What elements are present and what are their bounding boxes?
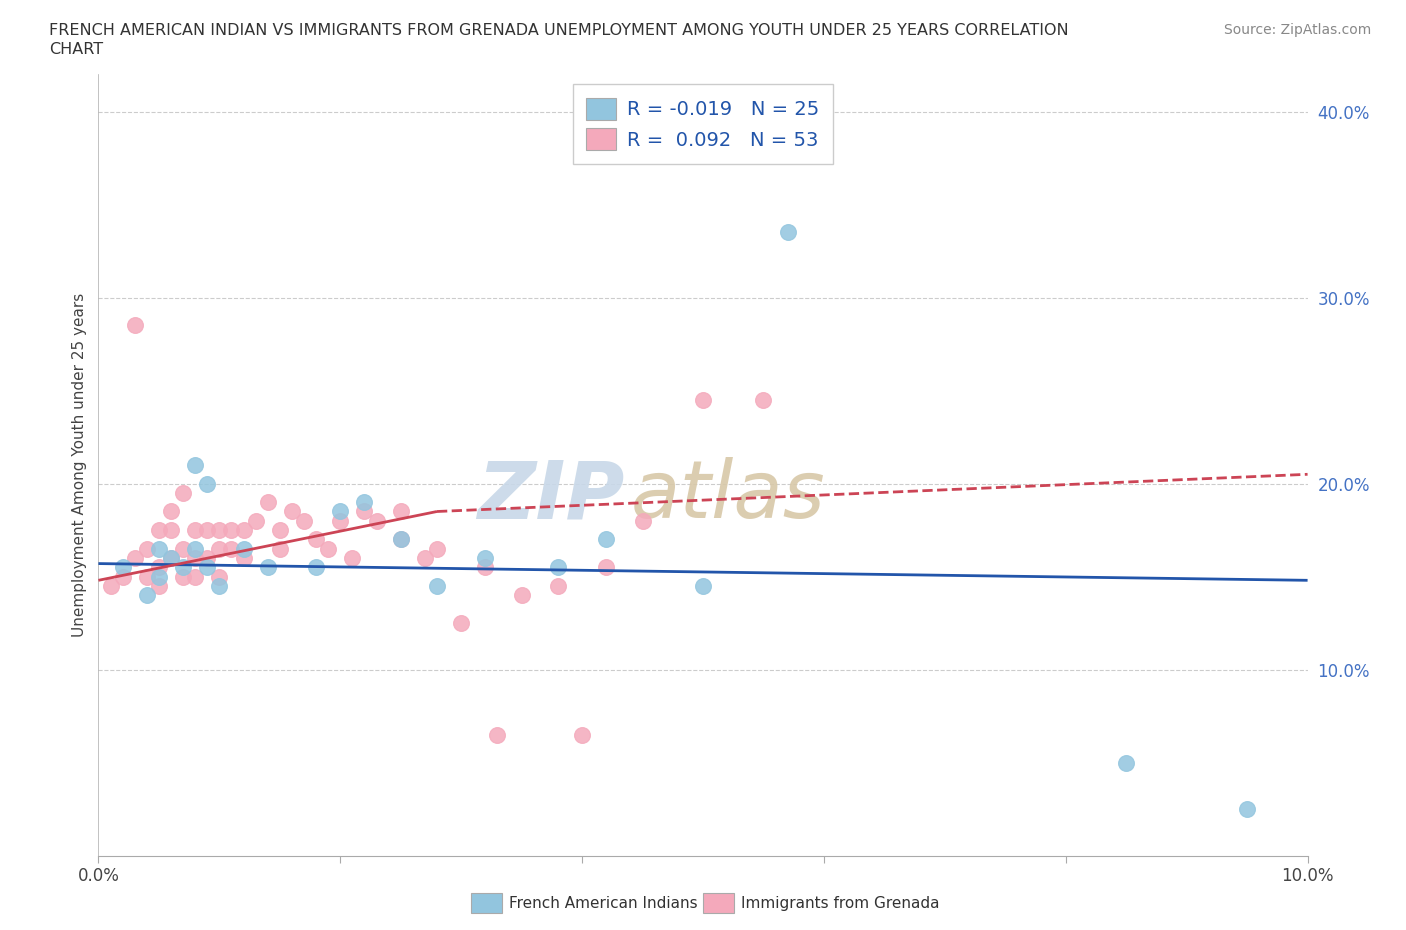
Point <box>1236 802 1258 817</box>
Point <box>450 616 472 631</box>
Point <box>474 560 496 575</box>
Point <box>148 541 170 556</box>
Point <box>184 523 207 538</box>
Point <box>292 513 315 528</box>
Point <box>547 578 569 593</box>
Point <box>389 532 412 547</box>
Point <box>571 727 593 742</box>
Point <box>232 523 254 538</box>
Point <box>269 523 291 538</box>
Legend: R = -0.019   N = 25, R =  0.092   N = 53: R = -0.019 N = 25, R = 0.092 N = 53 <box>572 84 834 164</box>
Point <box>135 569 157 584</box>
Point <box>510 588 533 603</box>
Point <box>221 541 243 556</box>
Point <box>148 578 170 593</box>
Point <box>184 569 207 584</box>
Point <box>208 523 231 538</box>
Point <box>221 523 243 538</box>
Point <box>692 392 714 407</box>
Point <box>245 513 267 528</box>
Text: Source: ZipAtlas.com: Source: ZipAtlas.com <box>1223 23 1371 37</box>
Point <box>184 458 207 472</box>
Point <box>329 513 352 528</box>
Y-axis label: Unemployment Among Youth under 25 years: Unemployment Among Youth under 25 years <box>72 293 87 637</box>
Point <box>329 504 352 519</box>
Point <box>172 569 194 584</box>
Point <box>547 560 569 575</box>
Point <box>148 560 170 575</box>
Text: atlas: atlas <box>630 458 825 536</box>
Point <box>195 523 218 538</box>
Point <box>148 523 170 538</box>
Point <box>124 318 146 333</box>
Point <box>232 551 254 565</box>
Point <box>195 476 218 491</box>
Point <box>389 504 412 519</box>
Point <box>366 513 388 528</box>
Point <box>353 495 375 510</box>
Point <box>208 578 231 593</box>
Point <box>195 551 218 565</box>
Text: FRENCH AMERICAN INDIAN VS IMMIGRANTS FROM GRENADA UNEMPLOYMENT AMONG YOUTH UNDER: FRENCH AMERICAN INDIAN VS IMMIGRANTS FRO… <box>49 23 1069 38</box>
Point <box>160 551 183 565</box>
Point <box>486 727 509 742</box>
Point <box>316 541 339 556</box>
Point <box>100 578 122 593</box>
Point <box>269 541 291 556</box>
Point <box>195 560 218 575</box>
Point <box>426 541 449 556</box>
Point <box>692 578 714 593</box>
Point <box>474 551 496 565</box>
Point <box>389 532 412 547</box>
Text: ZIP: ZIP <box>477 458 624 536</box>
Point <box>595 532 617 547</box>
Point <box>160 551 183 565</box>
Point <box>111 560 134 575</box>
Text: French American Indians: French American Indians <box>509 896 697 910</box>
Point <box>353 504 375 519</box>
Point <box>160 523 183 538</box>
Point <box>413 551 436 565</box>
Point <box>342 551 364 565</box>
Text: CHART: CHART <box>49 42 103 57</box>
Point <box>752 392 775 407</box>
Point <box>184 541 207 556</box>
Point <box>148 569 170 584</box>
Point <box>135 588 157 603</box>
Point <box>124 551 146 565</box>
Point <box>305 532 328 547</box>
Point <box>172 541 194 556</box>
Point <box>135 541 157 556</box>
Point <box>281 504 304 519</box>
Point <box>426 578 449 593</box>
Point <box>208 569 231 584</box>
Point <box>172 485 194 500</box>
Point <box>111 569 134 584</box>
Point <box>631 513 654 528</box>
Point <box>160 504 183 519</box>
Point <box>232 541 254 556</box>
Point <box>1115 755 1137 770</box>
Text: Immigrants from Grenada: Immigrants from Grenada <box>741 896 939 910</box>
Point <box>305 560 328 575</box>
Point <box>776 225 799 240</box>
Point <box>256 560 278 575</box>
Point <box>172 560 194 575</box>
Point <box>595 560 617 575</box>
Point <box>184 551 207 565</box>
Point <box>208 541 231 556</box>
Point <box>256 495 278 510</box>
